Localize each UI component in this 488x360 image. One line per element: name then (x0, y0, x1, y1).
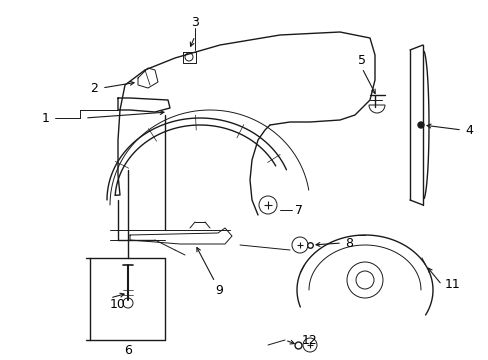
Text: 9: 9 (215, 284, 223, 297)
Text: 6: 6 (124, 343, 132, 356)
Text: 12: 12 (302, 333, 317, 346)
Text: 3: 3 (191, 15, 199, 28)
Text: 11: 11 (444, 279, 460, 292)
Text: 8: 8 (345, 237, 352, 249)
Text: 7: 7 (294, 203, 303, 216)
Text: 5: 5 (357, 54, 365, 67)
Text: 4: 4 (464, 123, 472, 136)
Text: 1: 1 (42, 112, 50, 125)
Text: 10: 10 (110, 298, 125, 311)
Text: 2: 2 (90, 81, 98, 95)
Circle shape (417, 122, 423, 128)
